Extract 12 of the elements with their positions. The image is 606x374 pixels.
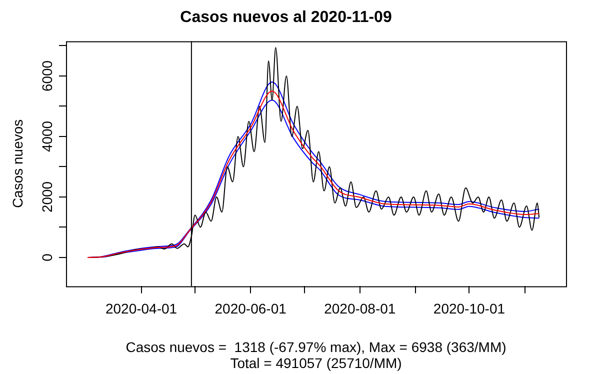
y-axis-title: Casos nuevos [9, 119, 26, 208]
y-tick-label: 6000 [38, 60, 55, 92]
text: Total = 491057 (25710/MM) [230, 355, 402, 371]
x-tick-label: 2020-08-01 [324, 300, 396, 316]
y-tick-label: 0 [38, 253, 55, 262]
y-tick-label: 4000 [38, 120, 55, 152]
x-tick-label: 2020-06-01 [214, 300, 287, 316]
x-tick-label: 2020-04-01 [105, 300, 178, 316]
text: Casos nuevos = 1318 (-67.97% max), Max = 6938 (363/MM) [126, 339, 506, 355]
y-tick-label: 2000 [38, 181, 55, 213]
x-tick-label: 2020-10-01 [433, 300, 506, 316]
chart-title: Casos nuevos al 2020-11-09 [180, 9, 392, 26]
